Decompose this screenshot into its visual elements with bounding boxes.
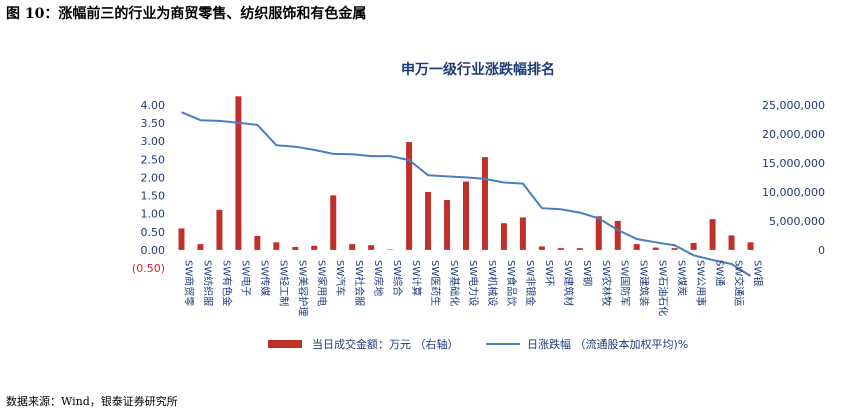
left-tick-label: (0.50) <box>132 262 165 275</box>
category-label: SW医药生 <box>429 260 442 306</box>
category-label: SW银 <box>752 260 765 286</box>
bar-SW农林牧渔 <box>595 216 602 250</box>
right-tick-label: 25,000,000 <box>762 99 825 112</box>
category-label: SW社会服 <box>353 260 366 306</box>
category-label: SW食品饮 <box>505 260 518 306</box>
bar-SW环保 <box>538 246 545 250</box>
category-label: SW钢 <box>581 260 594 286</box>
bar-SW家用电器 <box>311 245 318 250</box>
bar-SW美容护理 <box>292 246 299 250</box>
category-label: SW纺织服 <box>201 260 214 306</box>
bar-SW传媒 <box>254 235 261 250</box>
bar-series <box>178 96 754 250</box>
bar-SW建筑材料 <box>557 248 564 250</box>
left-tick-label: 1.50 <box>141 190 166 203</box>
category-label: SW煤炭 <box>676 260 689 296</box>
category-label: SW建筑装 <box>638 260 651 306</box>
chart-title: 申万一级行业涨跌幅排名 <box>401 61 555 78</box>
left-tick-label: 3.50 <box>141 117 166 130</box>
category-label: SW电子 <box>239 260 252 296</box>
bar-SW有色金属 <box>216 209 223 250</box>
line-series <box>181 111 752 277</box>
category-label: SW电力设 <box>467 260 480 306</box>
category-label: SW建筑材 <box>562 260 575 306</box>
bar-SW社会服务 <box>349 244 356 250</box>
category-label: SW传媒 <box>258 260 270 296</box>
bar-SW机械设备 <box>481 157 488 250</box>
category-label: SW非银金 <box>524 260 537 306</box>
category-label: SW环 <box>543 260 554 286</box>
category-label: SW计算 <box>410 260 423 296</box>
category-label: SW商贸零 <box>182 260 195 306</box>
category-label: SW轻工制 <box>277 260 290 306</box>
legend: 当日成交金额：万元 （右轴） 日涨跌幅 （流通股本加权平均)% <box>268 337 688 351</box>
left-tick-label: 0.50 <box>141 226 166 239</box>
category-label: SW基础化 <box>448 260 461 306</box>
category-axis: SW商贸零 SW纺织服 SW有色金 SW电子 SW传媒 SW轻工制 SW美容护理 SW家用电 S… <box>182 260 764 316</box>
bar-SW电力设备 <box>463 181 469 250</box>
bar-SW食品饮料 <box>500 223 507 250</box>
bar-SW轻工制造 <box>273 242 280 250</box>
right-tick-label: 10,000,000 <box>762 186 825 199</box>
category-label: SW公用事 <box>695 260 708 306</box>
bar-SW煤炭 <box>671 248 678 250</box>
legend-bar-label: 当日成交金额：万元 （右轴） <box>312 337 459 351</box>
bar-SW交通运输 <box>728 235 735 250</box>
left-axis: 4.00 3.50 3.00 2.50 2.00 1.50 1.00 0.50 0.00 (0.5… <box>132 99 165 275</box>
bar-SW国防军工 <box>614 220 621 250</box>
category-label: SW国防军 <box>619 260 632 306</box>
left-tick-label: 1.00 <box>141 208 166 221</box>
line-daily-change <box>181 111 752 277</box>
right-tick-label: 15,000,000 <box>762 157 825 170</box>
bar-SW银行 <box>747 242 754 250</box>
category-label: SW美容护理 <box>296 260 309 316</box>
figure-caption: 图 10：涨幅前三的行业为商贸零售、纺织服饰和有色金属 <box>6 6 367 22</box>
bar-SW通信 <box>709 219 716 250</box>
bar-SW汽车 <box>330 195 337 250</box>
left-tick-label: 4.00 <box>141 99 166 112</box>
bar-SW纺织服饰 <box>197 244 204 250</box>
right-axis: 25,000,000 20,000,000 15,000,000 10,000,000… <box>762 99 825 257</box>
source-note: 数据来源：Wind，银泰证券研究所 <box>6 395 178 408</box>
legend-bar-swatch <box>268 340 302 348</box>
category-label: SW通 <box>714 260 726 286</box>
bar-SW石油石化 <box>652 247 659 250</box>
category-label: SW房地 <box>372 260 385 296</box>
bar-SW计算机 <box>406 142 413 250</box>
right-tick-label: 0 <box>818 244 825 257</box>
category-label: SW机械设 <box>486 260 499 306</box>
left-tick-label: 3.00 <box>141 135 166 148</box>
legend-line-label: 日涨跌幅 （流通股本加权平均)% <box>527 337 688 351</box>
bar-SW商贸零售 <box>178 228 185 250</box>
bar-SW房地产 <box>368 245 375 250</box>
category-label: SW交通运 <box>733 260 746 306</box>
right-tick-label: 5,000,000 <box>769 215 825 228</box>
category-label: SW有色金 <box>220 260 233 306</box>
left-tick-label: 2.50 <box>141 153 166 166</box>
category-label: SW农林牧 <box>600 260 613 306</box>
left-tick-label: 0.00 <box>141 244 166 257</box>
bar-SW电子 <box>235 96 242 250</box>
category-label: SW综合 <box>391 260 404 296</box>
bar-SW建筑装饰 <box>633 244 640 250</box>
bar-SW钢铁 <box>576 248 583 250</box>
category-label: SW汽车 <box>334 260 347 296</box>
left-tick-label: 2.00 <box>141 171 166 184</box>
category-label: SW家用电 <box>315 260 328 306</box>
bar-SW基础化工 <box>444 200 451 250</box>
bar-SW非银金融 <box>519 217 526 250</box>
category-label: SW石油石化 <box>657 260 670 316</box>
bar-SW公用事业 <box>690 242 697 250</box>
bar-SW综合 <box>387 249 394 250</box>
right-tick-label: 20,000,000 <box>762 128 825 141</box>
bar-SW医药生物 <box>425 191 432 250</box>
